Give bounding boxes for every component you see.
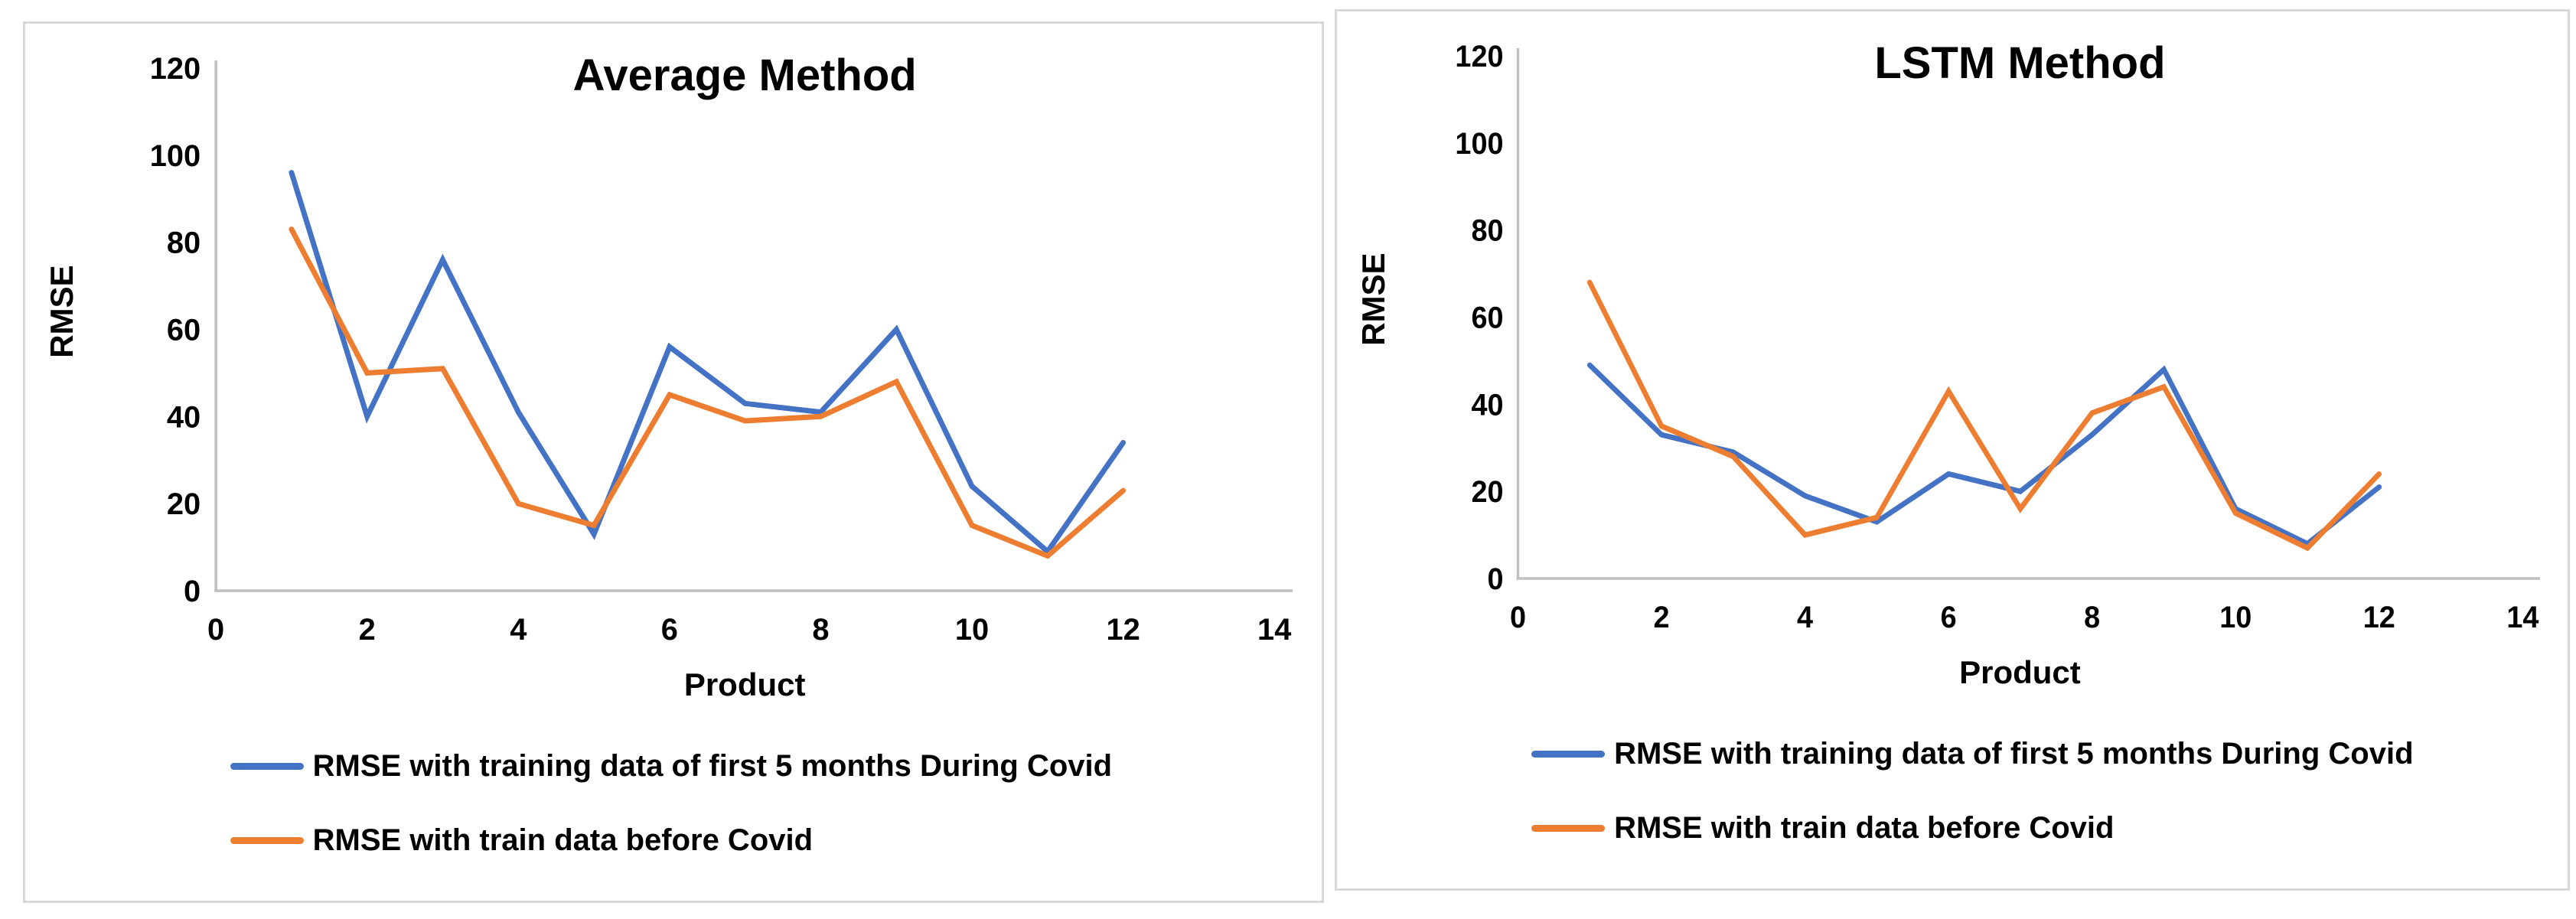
y-tick-label-100: 100 — [150, 139, 201, 173]
y-tick-label-0: 0 — [1488, 562, 1504, 596]
y-tick-label-80: 80 — [1471, 214, 1503, 248]
legend-label: RMSE with train data before Covid — [1614, 811, 2115, 845]
series-line-before-covid — [289, 226, 1127, 559]
x-tick-label-10: 10 — [2219, 601, 2252, 634]
chart-title: Average Method — [572, 51, 917, 100]
series-line-during-covid — [289, 170, 1127, 556]
legend-label: RMSE with train data before Covid — [312, 823, 814, 857]
y-axis-title: RMSE — [44, 265, 80, 358]
legend-item-before-covid: RMSE with train data before Covid — [230, 823, 1112, 858]
x-tick-label-8: 8 — [812, 613, 829, 647]
x-tick-label-12: 12 — [1106, 613, 1140, 647]
x-tick-label-4: 4 — [510, 613, 527, 647]
y-tick-label-20: 20 — [1471, 475, 1503, 509]
y-tick-label-120: 120 — [150, 52, 201, 86]
x-tick-label-4: 4 — [1797, 601, 1813, 634]
x-tick-label-6: 6 — [1941, 601, 1957, 634]
x-tick-label-2: 2 — [1654, 601, 1670, 634]
plot-region: 0 20 40 60 80 100 120 0 2 4 6 8 10 12 14 LSTM Method R… — [1337, 11, 2568, 719]
legend-item-before-covid: RMSE with train data before Covid — [1531, 811, 2413, 846]
line-chart-average-method: 0 20 40 60 80 100 120 0 2 4 6 8 10 12 14 — [150, 52, 1293, 647]
x-axis-title: Product — [1959, 654, 2081, 690]
legend-label: RMSE with training data of first 5 month… — [1614, 737, 2414, 771]
y-tick-label-0: 0 — [184, 575, 201, 608]
x-tick-label-0: 0 — [207, 613, 224, 647]
x-tick-label-2: 2 — [359, 613, 376, 647]
legend-label: RMSE with training data of first 5 month… — [312, 749, 1113, 783]
x-axis-title: Product — [683, 666, 806, 702]
y-tick-label-60: 60 — [1471, 301, 1503, 335]
x-tick-label-12: 12 — [2363, 601, 2395, 634]
line-chart-lstm-method: 0 20 40 60 80 100 120 0 2 4 6 8 10 12 14 — [1455, 40, 2541, 634]
legend-line-swatch-before-covid — [230, 837, 304, 844]
x-tick-label-14: 14 — [2506, 601, 2539, 634]
x-tick-label-14: 14 — [1257, 613, 1291, 647]
y-tick-label-120: 120 — [1455, 40, 1503, 73]
y-axis-title: RMSE — [1355, 253, 1391, 346]
legend-line-swatch-during-covid — [230, 763, 304, 770]
y-tick-label-20: 20 — [167, 487, 201, 521]
legend-line-swatch-during-covid — [1531, 751, 1606, 758]
y-tick-label-60: 60 — [167, 313, 201, 347]
y-tick-label-40: 40 — [1471, 388, 1503, 422]
y-tick-label-40: 40 — [167, 400, 201, 434]
y-tick-label-100: 100 — [1455, 127, 1503, 161]
y-tick-label-80: 80 — [167, 226, 201, 260]
chart-title: LSTM Method — [1874, 38, 2166, 88]
legend: RMSE with training data of first 5 month… — [1531, 737, 2414, 846]
legend-item-during-covid: RMSE with training data of first 5 month… — [1531, 737, 2414, 771]
legend-item-during-covid: RMSE with training data of first 5 month… — [230, 749, 1112, 784]
x-tick-label-8: 8 — [2084, 601, 2100, 634]
plot-region: 0 20 40 60 80 100 120 0 2 4 6 8 10 12 14 Average Metho… — [25, 24, 1322, 732]
x-tick-label-6: 6 — [661, 613, 678, 647]
chart-panel-lstm-method: 0 20 40 60 80 100 120 0 2 4 6 8 10 12 14 LSTM Method R… — [1335, 9, 2570, 891]
legend-line-swatch-before-covid — [1531, 825, 1606, 832]
chart-panel-average-method: 0 20 40 60 80 100 120 0 2 4 6 8 10 12 14 Average Metho… — [23, 21, 1324, 903]
x-tick-label-10: 10 — [955, 613, 989, 647]
legend: RMSE with training data of first 5 month… — [230, 749, 1112, 858]
x-tick-label-0: 0 — [1510, 601, 1526, 634]
series-line-before-covid — [1586, 279, 2382, 552]
